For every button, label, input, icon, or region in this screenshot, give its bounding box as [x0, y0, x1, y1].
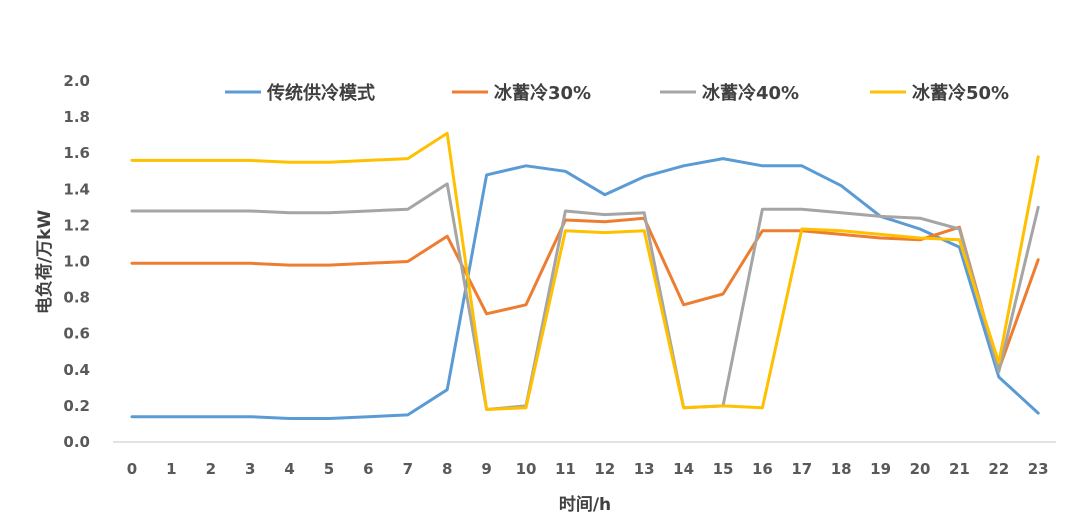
- y-tick-label: 0.6: [63, 325, 90, 343]
- y-tick-label: 0.8: [63, 289, 90, 307]
- x-tick-label: 20: [910, 460, 931, 478]
- y-tick-label: 2.0: [63, 72, 90, 90]
- legend-label-0: 传统供冷模式: [266, 82, 375, 104]
- x-tick-label: 14: [673, 460, 694, 478]
- x-axis-title: 时间/h: [559, 494, 611, 515]
- x-tick-label: 23: [1028, 460, 1049, 478]
- series-line-1: [130, 216, 1040, 372]
- x-tick-label: 21: [949, 460, 970, 478]
- y-tick-label: 0.0: [63, 433, 90, 451]
- y-tick-label: 1.6: [63, 144, 90, 162]
- y-axis-title: 电负荷/万kW: [34, 210, 55, 315]
- x-tick-label: 4: [284, 460, 294, 478]
- x-tick-label: 2: [206, 460, 216, 478]
- y-axis-ticks: 0.0 0.2 0.4 0.6 0.8 1.0 1.2 1.4 1.6 1.8 2.0: [63, 72, 90, 451]
- x-tick-label: 3: [245, 460, 255, 478]
- x-tick-label: 16: [752, 460, 773, 478]
- x-axis-ticks: 0 1 2 3 4 5 6 7 8 9 10 11 12 13 14 15 16 17 18 19 20 21 22 23: [127, 460, 1049, 478]
- x-tick-label: 19: [870, 460, 891, 478]
- y-tick-label: 1.8: [63, 108, 90, 126]
- x-tick-label: 12: [594, 460, 615, 478]
- legend-label-1: 冰蓄冷30%: [494, 82, 591, 104]
- x-tick-label: 8: [442, 460, 452, 478]
- x-tick-label: 5: [324, 460, 334, 478]
- y-tick-label: 1.2: [63, 216, 90, 234]
- x-tick-label: 10: [516, 460, 537, 478]
- x-tick-label: 1: [166, 460, 176, 478]
- x-tick-label: 6: [363, 460, 373, 478]
- series-line-2: [130, 182, 1040, 411]
- legend-label-2: 冰蓄冷40%: [702, 82, 799, 104]
- y-tick-label: 0.2: [63, 397, 90, 415]
- x-tick-label: 17: [791, 460, 812, 478]
- legend: 传统供冷模式 冰蓄冷30% 冰蓄冷40% 冰蓄冷50%: [225, 82, 1009, 104]
- x-tick-label: 18: [831, 460, 852, 478]
- x-tick-label: 9: [481, 460, 491, 478]
- series-line-0: [130, 157, 1040, 420]
- x-tick-label: 22: [988, 460, 1009, 478]
- y-tick-label: 1.0: [63, 253, 90, 271]
- series-lines: [130, 131, 1040, 420]
- y-tick-label: 1.4: [63, 180, 90, 198]
- x-tick-label: 7: [403, 460, 413, 478]
- y-tick-label: 0.4: [63, 361, 90, 379]
- x-tick-label: 15: [713, 460, 734, 478]
- legend-label-3: 冰蓄冷50%: [912, 82, 1009, 104]
- x-tick-label: 11: [555, 460, 576, 478]
- x-tick-label: 0: [127, 460, 137, 478]
- series-line-3: [130, 131, 1040, 411]
- x-tick-label: 13: [634, 460, 655, 478]
